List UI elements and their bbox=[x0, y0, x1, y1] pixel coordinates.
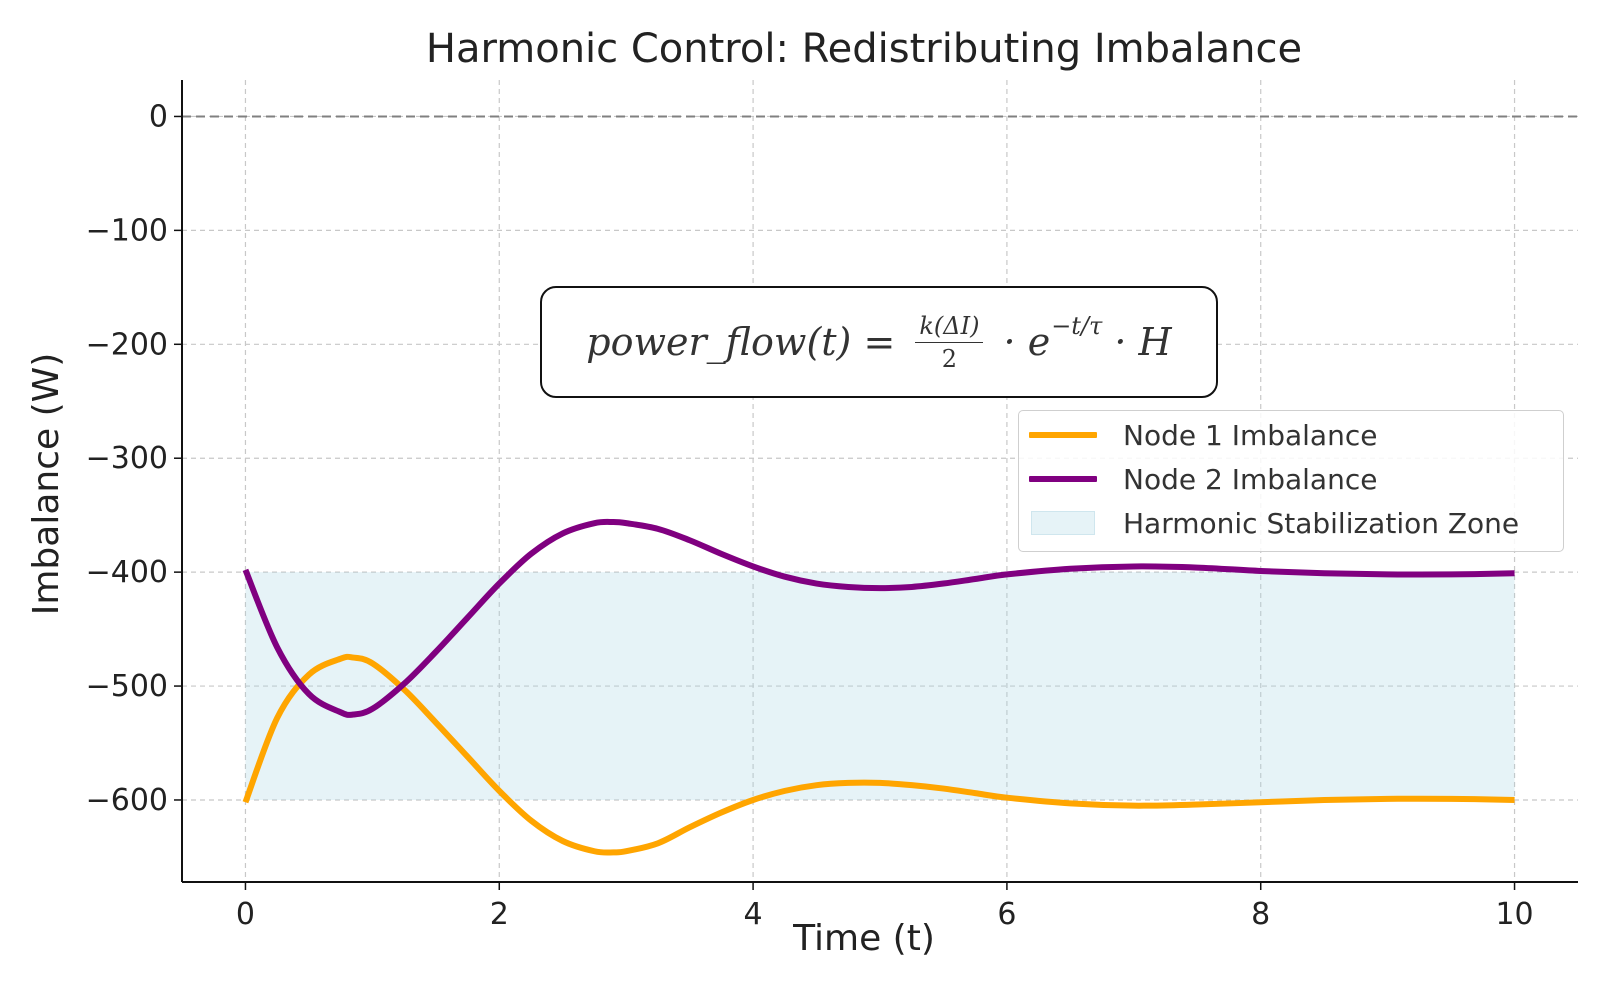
y-tick-label: 0 bbox=[149, 99, 168, 134]
stabilization-zone-rect bbox=[245, 572, 1515, 800]
legend-label-node1: Node 1 Imbalance bbox=[1123, 418, 1378, 452]
formula-exponent: −t/τ bbox=[1051, 312, 1103, 340]
series-lines bbox=[242, 518, 1515, 856]
axes bbox=[181, 80, 1578, 883]
chart-title: Harmonic Control: Redistributing Imbalan… bbox=[426, 26, 1302, 72]
x-tick-label: 0 bbox=[236, 897, 255, 932]
x-tick-label: 4 bbox=[744, 897, 763, 932]
x-axis-label: Time (t) bbox=[792, 918, 935, 959]
legend-swatch-node1 bbox=[1029, 432, 1097, 438]
legend-swatch-node2 bbox=[1029, 476, 1097, 482]
legend-item-node1: Node 1 Imbalance bbox=[1029, 415, 1377, 455]
formula-annotation: power_flow (t) = k(ΔI) 2 · e −t/τ · H bbox=[540, 286, 1218, 398]
legend: Node 1 Imbalance Node 2 Imbalance Harmon… bbox=[1018, 410, 1564, 552]
formula-text: power_flow (t) = k(ΔI) 2 · e −t/τ · H bbox=[586, 312, 1171, 373]
formula-fraction-denominator: 2 bbox=[941, 344, 958, 373]
x-tick-label: 2 bbox=[490, 897, 509, 932]
formula-arg: (t) bbox=[806, 320, 852, 364]
x-tick-label: 8 bbox=[1251, 897, 1270, 932]
legend-swatch-zone bbox=[1031, 511, 1095, 535]
y-tick-label: −500 bbox=[86, 669, 168, 704]
series-line-node2 bbox=[242, 518, 1515, 718]
y-tick-label: −600 bbox=[86, 783, 168, 818]
x-ticks: 0 2 4 6 8 10 bbox=[236, 882, 1534, 932]
y-ticks: 0 −100 −200 −300 −400 −500 −600 bbox=[86, 99, 182, 818]
legend-item-zone: Harmonic Stabilization Zone bbox=[1029, 503, 1519, 543]
formula-tail: · H bbox=[1102, 320, 1172, 364]
y-tick-label: −400 bbox=[86, 555, 168, 590]
formula-fraction: k(ΔI) 2 bbox=[915, 312, 984, 373]
legend-label-node2: Node 2 Imbalance bbox=[1123, 462, 1378, 496]
formula-exp-base: · e bbox=[991, 320, 1051, 364]
y-tick-label: −300 bbox=[86, 441, 168, 476]
formula-eq: = bbox=[851, 320, 908, 364]
x-tick-label: 10 bbox=[1495, 897, 1533, 932]
formula-lhs: power_flow bbox=[586, 320, 807, 364]
y-tick-label: −200 bbox=[86, 327, 168, 362]
x-tick-label: 6 bbox=[997, 897, 1016, 932]
formula-fraction-numerator: k(ΔI) bbox=[915, 312, 984, 343]
series-line-node1 bbox=[242, 653, 1515, 856]
legend-label-zone: Harmonic Stabilization Zone bbox=[1123, 506, 1520, 540]
legend-item-node2: Node 2 Imbalance bbox=[1029, 459, 1377, 499]
stabilization-zone bbox=[245, 572, 1515, 800]
y-axis-label: Imbalance (W) bbox=[26, 353, 67, 616]
y-tick-label: −100 bbox=[86, 213, 168, 248]
